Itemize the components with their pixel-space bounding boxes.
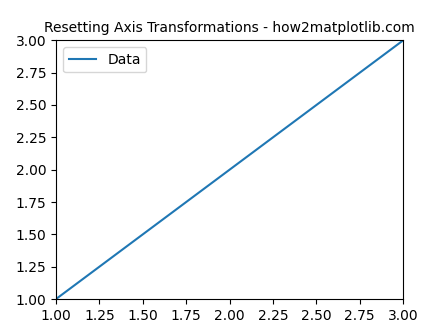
Data — [53, 297, 59, 301]
Data — [368, 62, 373, 67]
Data — [266, 139, 271, 143]
Line: Data: Data — [56, 40, 403, 299]
Data — [260, 143, 265, 147]
Title: Resetting Axis Transformations - how2matplotlib.com: Resetting Axis Transformations - how2mat… — [44, 21, 415, 35]
Data — [259, 144, 264, 148]
Legend: Data: Data — [63, 47, 146, 72]
Data — [401, 38, 406, 42]
Data — [55, 296, 60, 300]
Data — [346, 79, 351, 83]
